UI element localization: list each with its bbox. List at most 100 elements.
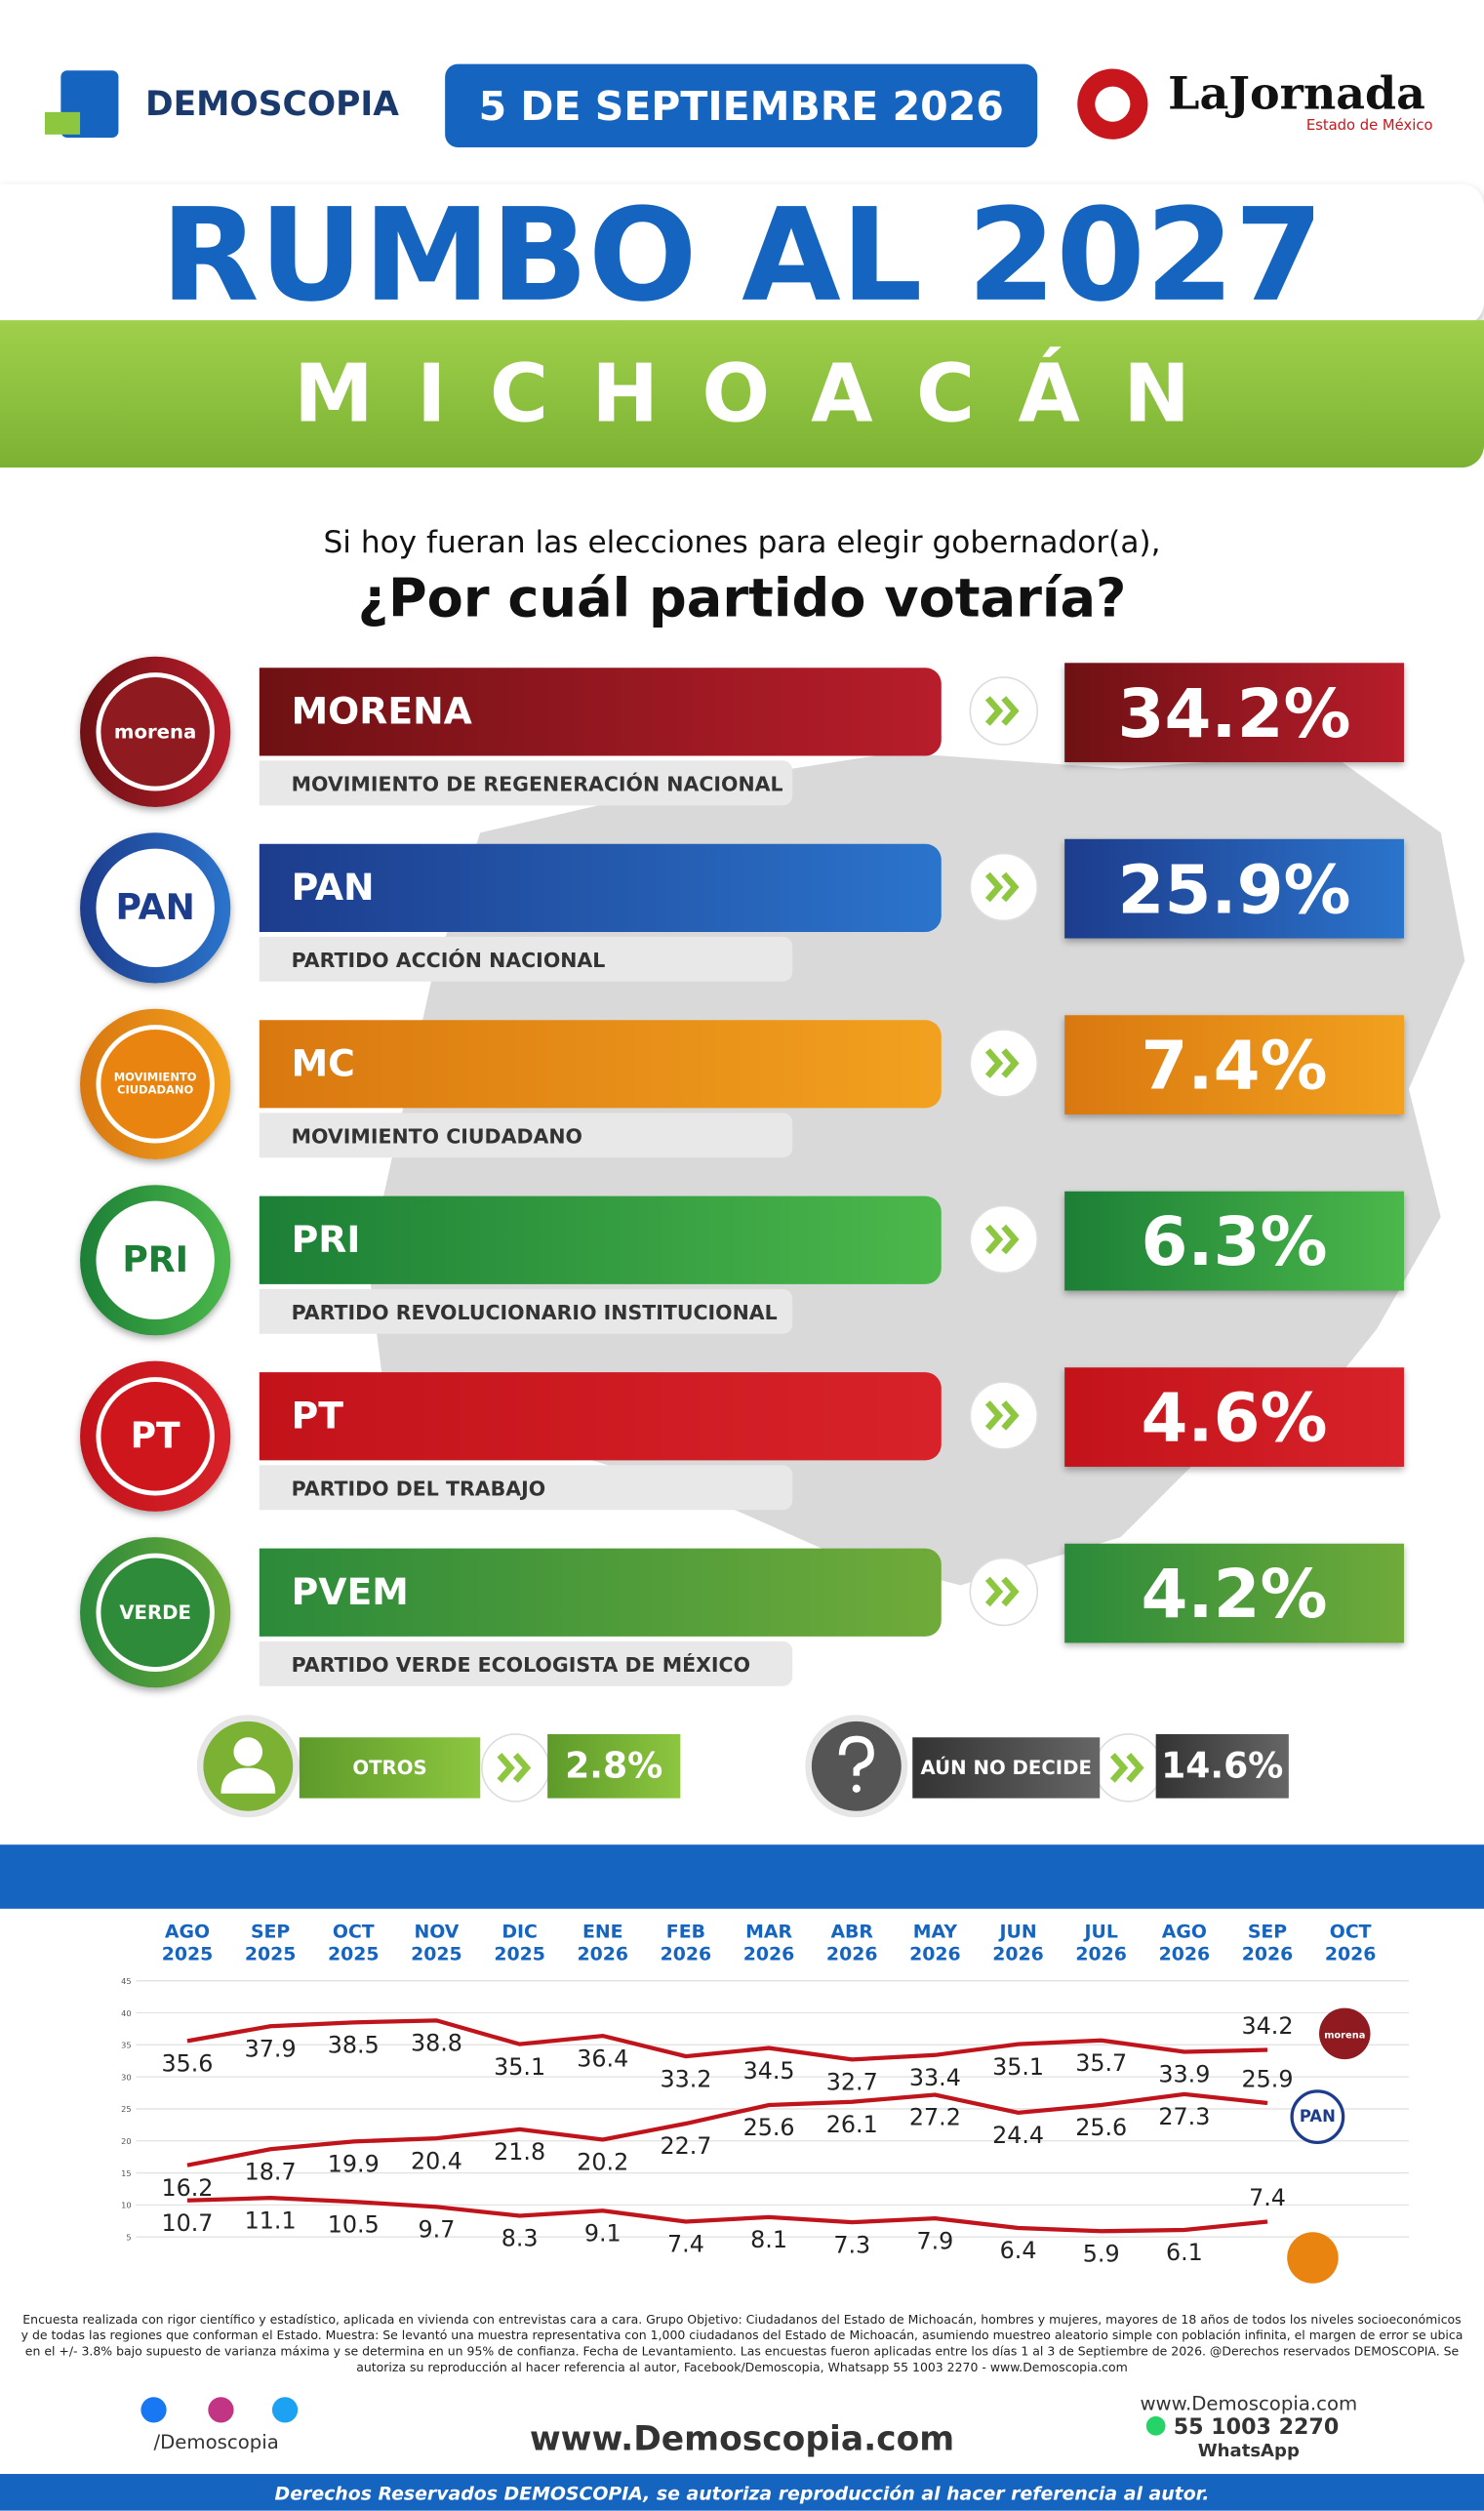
question-line2: ¿Por cuál partido votaría? [357,566,1127,629]
y-tick-label: 25 [121,2104,131,2114]
party-subbar: MOVIMIENTO DE REGENERACIÓN NACIONAL [259,760,793,806]
series-line [186,2196,1268,2234]
undecided-percent: 14.6% [1155,1733,1289,1799]
arrow-icon [984,1048,1020,1078]
party-percent: 4.6% [1064,1367,1404,1467]
legend-logo [1290,2089,1345,2145]
x-tick-label: SEP 2025 [244,1920,297,1965]
y-tick-label: 30 [121,2072,131,2082]
data-label: 6.1 [1166,2239,1203,2266]
data-label: 24.4 [992,2122,1044,2149]
social-handle: /Demoscopia [153,2430,279,2453]
party-logo-face: PRI [96,1200,215,1320]
data-label: 9.1 [584,2219,622,2247]
party-logo: morena [80,656,231,807]
party-bar: PAN [259,843,942,932]
data-label: 7.4 [1249,2184,1286,2211]
legend-label: PAN [1300,2107,1336,2126]
data-label: 21.8 [494,2138,545,2166]
party-logo: PT [80,1360,231,1512]
data-label: 37.9 [245,2035,297,2062]
data-label: 26.1 [826,2111,878,2138]
data-label: 8.3 [501,2225,539,2252]
data-label: 20.2 [577,2149,628,2176]
website: www.Demoscopia.com [529,2419,955,2458]
x-tick-label: OCT 2026 [1324,1920,1377,1965]
brand: DEMOSCOPIA [145,84,399,124]
series-line [186,2091,1268,2167]
data-label: 6.4 [1000,2237,1037,2264]
person-icon [221,1737,276,1794]
arrow-badge [969,852,1039,922]
party-bar: MORENA [259,668,942,756]
date-box: 5 DE SEPTIEMBRE 2026 [445,63,1038,147]
partner-logo-inner [1095,86,1131,122]
party-logo-face: VERDE [96,1553,215,1672]
arrow-icon [984,1576,1020,1607]
x-tick-label: NOV 2025 [411,1920,462,1965]
y-tick-label: 10 [121,2201,131,2210]
party-logo: MOVIMIENTO CIUDADANO [80,1008,231,1159]
y-tick-label: 45 [121,1976,131,1986]
party-bar: PRI [259,1195,942,1284]
y-tick-label: 35 [121,2041,131,2050]
x-tick-label: ENE 2026 [577,1920,629,1965]
party-subbar: PARTIDO REVOLUCIONARIO INSTITUCIONAL [259,1288,793,1334]
party-subbar: PARTIDO ACCIÓN NACIONAL [259,936,793,982]
data-label: 38.8 [411,2030,462,2057]
data-label: 16.2 [161,2174,213,2202]
party-percent: 34.2% [1064,663,1404,763]
data-label: 25.9 [1242,2066,1294,2093]
x-tick-label: JUL 2026 [1075,1920,1127,1965]
arrow-icon [984,871,1020,903]
data-label: 22.7 [660,2132,711,2160]
x-tick-label: JUN 2026 [992,1920,1044,1965]
party-subbar: PARTIDO DEL TRABAJO [259,1465,793,1511]
arrow-icon [497,1753,532,1783]
arrow-badge [969,1204,1039,1275]
party-subbar: MOVIMIENTO CIUDADANO [259,1113,793,1158]
social-icon [208,2397,234,2423]
data-label: 9.7 [419,2216,456,2244]
chart-band [0,1844,1484,1909]
others-icon [196,1715,300,1818]
contact-site: www.Demoscopia.com [1140,2391,1358,2414]
phone: 55 1003 2270 [1173,2414,1340,2441]
arrow-icon [984,1224,1020,1255]
data-label: 20.4 [411,2147,462,2174]
data-label: 5.9 [1083,2240,1120,2267]
x-tick-label: SEP 2026 [1241,1920,1294,1965]
party-percent: 6.3% [1064,1191,1404,1291]
data-label: 35.1 [992,2053,1044,2081]
data-label: 35.1 [494,2053,545,2081]
arrow-icon [984,696,1020,726]
data-label: 33.9 [1158,2061,1210,2088]
x-tick-label: AGO 2026 [1158,1920,1211,1965]
data-label: 35.7 [1075,2049,1127,2077]
state-band: MICHOACÁN [0,320,1484,468]
question-dot [852,1784,861,1793]
series-line [186,2018,1268,2062]
arrow-badge [969,1381,1039,1450]
y-tick-label: 40 [121,2008,131,2018]
others-percent: 2.8% [547,1733,681,1799]
data-label: 25.6 [743,2114,795,2141]
party-logo: PAN [80,832,231,984]
data-label: 32.7 [826,2069,878,2096]
title-band: RUMBO AL 2027 [0,181,1484,329]
legend-logo [1319,2007,1371,2060]
question-line1: Si hoy fueran las elecciones para elegir… [323,525,1161,561]
y-tick-label: 20 [121,2136,131,2146]
party-subbar: PARTIDO VERDE ECOLOGISTA DE MÉXICO [259,1640,793,1686]
data-label: 18.7 [245,2158,297,2185]
data-label: 34.2 [1242,2012,1294,2040]
data-label: 33.2 [660,2065,711,2092]
party-bar: PVEM [259,1548,942,1637]
x-tick-label: AGO 2025 [161,1920,214,1965]
social-icon [140,2397,167,2423]
y-tick-label: 5 [126,2232,131,2242]
arrow-badge [969,1029,1039,1098]
arrow-badge [969,676,1039,746]
question-icon [838,1735,874,1776]
